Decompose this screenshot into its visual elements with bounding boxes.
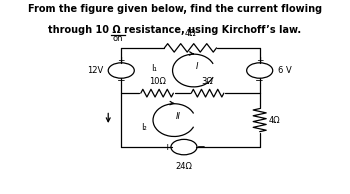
Text: −: − [196,142,205,152]
Text: II: II [176,112,181,121]
Text: +: + [163,143,171,152]
Text: 4Ω: 4Ω [269,116,280,125]
Text: on: on [113,34,123,43]
Text: −: − [117,76,126,86]
Text: through 10 Ω resistance, using Kirchoff’s law.: through 10 Ω resistance, using Kirchoff’… [48,25,302,35]
Text: I₂: I₂ [142,123,147,132]
Text: 24Ω: 24Ω [175,162,192,171]
Text: From the figure given below, find the current flowing: From the figure given below, find the cu… [28,3,322,14]
Text: 6 V: 6 V [278,66,291,75]
Text: I₁: I₁ [152,64,157,73]
Text: +: + [118,56,125,65]
Text: 4Ω: 4Ω [185,29,196,38]
Text: +: + [256,56,264,65]
Text: I: I [195,62,198,71]
Text: 10Ω: 10Ω [149,77,166,86]
Text: −: − [255,76,264,86]
Text: 3Ω: 3Ω [202,77,214,86]
Text: 12V: 12V [87,66,103,75]
